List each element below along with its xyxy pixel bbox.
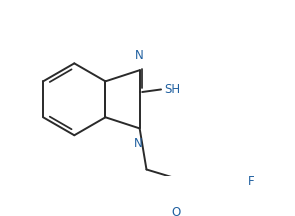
Text: N: N	[134, 137, 142, 150]
Text: O: O	[172, 206, 181, 216]
Text: F: F	[248, 175, 254, 188]
Text: N: N	[135, 49, 144, 62]
Text: SH: SH	[165, 83, 181, 95]
